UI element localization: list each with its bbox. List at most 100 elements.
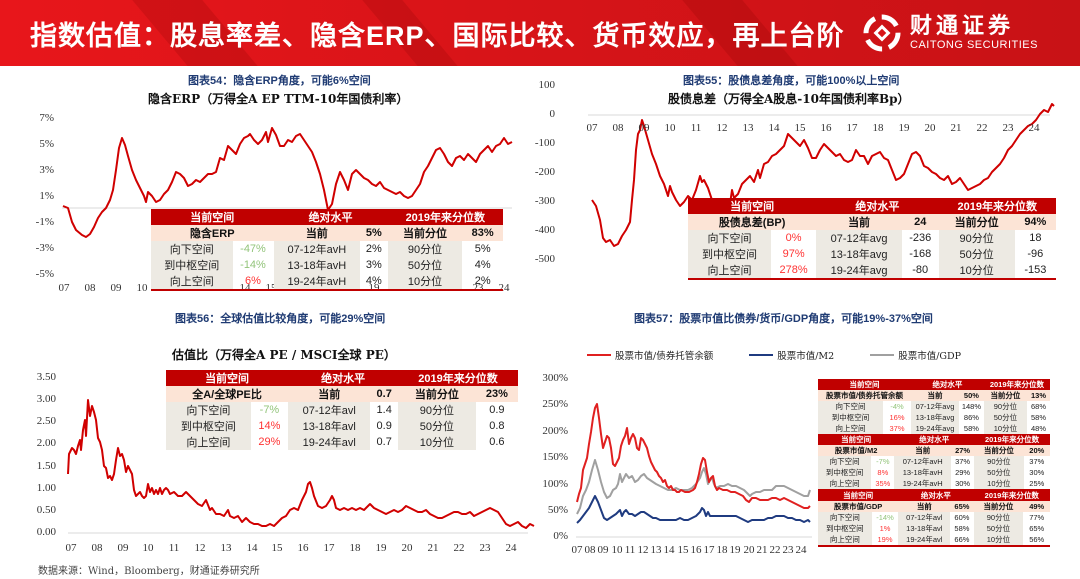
- y-tick: 2.50: [36, 415, 56, 427]
- x-tick: 23: [782, 544, 794, 556]
- x-tick: 14: [663, 544, 675, 556]
- caitong-logo-icon: [862, 13, 902, 53]
- yield-gap-stats-table: 当前空间 绝对水平 2019年来分位数 股债息差(BP) 当前 24 当前分位 …: [688, 198, 1056, 280]
- x-tick: 07: [571, 544, 583, 556]
- x-tick: 13: [220, 542, 232, 554]
- y-tick: 7%: [39, 112, 54, 124]
- y-tick: -300: [534, 195, 555, 207]
- x-tick: 22: [976, 122, 988, 134]
- table-cell: 90分位: [398, 402, 476, 418]
- table-row: 向下空间 -7% 07-12年avH 37% 90分位 37%: [818, 456, 1050, 467]
- table-cell: 19-24年avl: [288, 434, 371, 450]
- table-cell: 股债息差(BP): [688, 214, 817, 230]
- table-cell: 16%: [889, 413, 905, 422]
- table-cell: 0%: [785, 232, 802, 244]
- x-tick: 22: [769, 544, 781, 556]
- y-tick: 100: [538, 79, 556, 91]
- chart-title-pe-ratio: 估值比（万得全A PE / MSCI全球 PE）: [172, 348, 396, 362]
- table-cell: 股票市值/M2: [818, 445, 895, 456]
- table-cell: 30%: [951, 478, 975, 491]
- table-cell: -47%: [240, 243, 266, 255]
- legend-item-m2: 股票市值/M2: [749, 348, 834, 362]
- y-tick: 200%: [542, 425, 568, 437]
- x-tick: 20: [743, 544, 755, 556]
- table-cell: 当前: [898, 501, 951, 512]
- table-cell: 2%: [365, 243, 382, 255]
- pe-ratio-line-chart: [67, 399, 535, 534]
- erp-line-chart: [62, 127, 513, 238]
- table-cell: 到中枢空间: [688, 246, 772, 262]
- table-cell: 向下空间: [818, 456, 872, 467]
- table-cell: 29%: [258, 436, 281, 448]
- table-header: 绝对水平: [288, 370, 399, 386]
- table-cell: 当前分位: [938, 214, 1015, 230]
- table-cell: 18: [1029, 232, 1042, 244]
- table-cell: 向下空间: [818, 401, 883, 412]
- x-tick: 21: [756, 544, 768, 556]
- table-header: 当前空间: [151, 209, 274, 225]
- x-tick: 12: [194, 542, 206, 554]
- y-tick: -100: [534, 137, 555, 149]
- table-cell: 当前: [816, 214, 902, 230]
- x-tick: 08: [84, 282, 96, 294]
- table-cell: 19%: [871, 534, 899, 547]
- table-row: 向上空间 19% 19-24年avl 66% 10分位 56%: [818, 534, 1050, 547]
- erp-stats-table: 当前空间 绝对水平 2019年来分位数 隐含ERP 当前 5% 当前分位 83%…: [151, 209, 503, 291]
- table-cell: 6%: [232, 273, 274, 291]
- y-tick: 0%: [553, 530, 568, 542]
- y-tick: 3.00: [36, 393, 56, 405]
- table-cell: 27%: [951, 445, 975, 456]
- table-header: 当前空间: [818, 379, 912, 390]
- table-row: 到中枢空间 -14% 13-18年avH 3% 50分位 4%: [151, 257, 503, 273]
- table-cell: 19-24年avg: [816, 262, 902, 280]
- table-cell: 29%: [955, 468, 971, 477]
- y-tick: 1.50: [36, 460, 56, 472]
- x-tick: 24: [1028, 122, 1040, 134]
- table-cell: 0.7: [376, 436, 392, 448]
- x-tick: 15: [677, 544, 689, 556]
- table-header: 绝对水平: [898, 490, 974, 501]
- table-cell: 向上空间: [151, 273, 233, 291]
- table-cell: 股票市值/债券托管余额: [818, 390, 912, 401]
- table-row: 向下空间 -47% 07-12年avH 2% 90分位 5%: [151, 241, 503, 257]
- table-cell: 向下空间: [166, 402, 251, 418]
- y-tick: 1%: [39, 190, 54, 202]
- table-row: 向上空间 29% 19-24年avl 0.7 10分位 0.6: [166, 434, 518, 450]
- table-header: 当前空间: [818, 434, 895, 445]
- table-cell: 66%: [950, 534, 974, 547]
- figure-caption-56: 图表56：全球估值比较角度，可能29%空间: [175, 313, 386, 325]
- legend-label: 股票市值/GDP: [898, 351, 961, 362]
- x-tick: 16: [297, 542, 309, 554]
- header-banner: 指数估值：股息率差、隐含ERP、国际比较、货币效应，再上台阶 财通证券 CAIT…: [0, 0, 1080, 66]
- table-cell: 向上空间: [818, 478, 872, 491]
- table-cell: 4%: [360, 273, 388, 291]
- table-cell: 13-18年avl: [898, 523, 951, 534]
- table-cell: 10分位: [938, 262, 1015, 280]
- table-cell: 77%: [1029, 513, 1045, 522]
- table-cell: 07-12年avH: [273, 241, 361, 257]
- table-cell: 13-18年avg: [911, 412, 959, 423]
- logo-text-cn: 财通证券: [910, 13, 1015, 38]
- table-cell: 50%: [958, 390, 984, 401]
- table-header: 绝对水平: [911, 379, 984, 390]
- x-tick: 15: [271, 542, 283, 554]
- mcap-bond-stats-table: 当前空间 绝对水平 2019年来分位数 股票市值/债券托管余额 当前 50% 当…: [818, 379, 1050, 436]
- pe-ratio-stats-table: 当前空间 绝对水平 2019年来分位数 全A/全球PE比 当前 0.7 当前分位…: [166, 370, 518, 450]
- table-cell: 隐含ERP: [151, 225, 274, 241]
- table-cell: 50分位: [387, 257, 463, 273]
- x-tick: 11: [690, 122, 702, 134]
- x-tick: 16: [690, 544, 702, 556]
- x-tick: 10: [664, 122, 676, 134]
- table-cell: 90分位: [387, 241, 463, 257]
- x-tick: 21: [950, 122, 962, 134]
- table-header: 绝对水平: [816, 198, 939, 214]
- y-tick: 150%: [542, 451, 568, 463]
- table-cell: 当前分位: [387, 225, 463, 241]
- table-cell: 到中枢空间: [166, 418, 251, 434]
- table-cell: 向下空间: [818, 512, 872, 523]
- x-tick: 17: [846, 122, 858, 134]
- table-header: 2019年来分位数: [973, 490, 1050, 501]
- y-tick: 1.00: [36, 482, 56, 494]
- table-cell: 向上空间: [818, 423, 883, 436]
- x-tick: 19: [898, 122, 910, 134]
